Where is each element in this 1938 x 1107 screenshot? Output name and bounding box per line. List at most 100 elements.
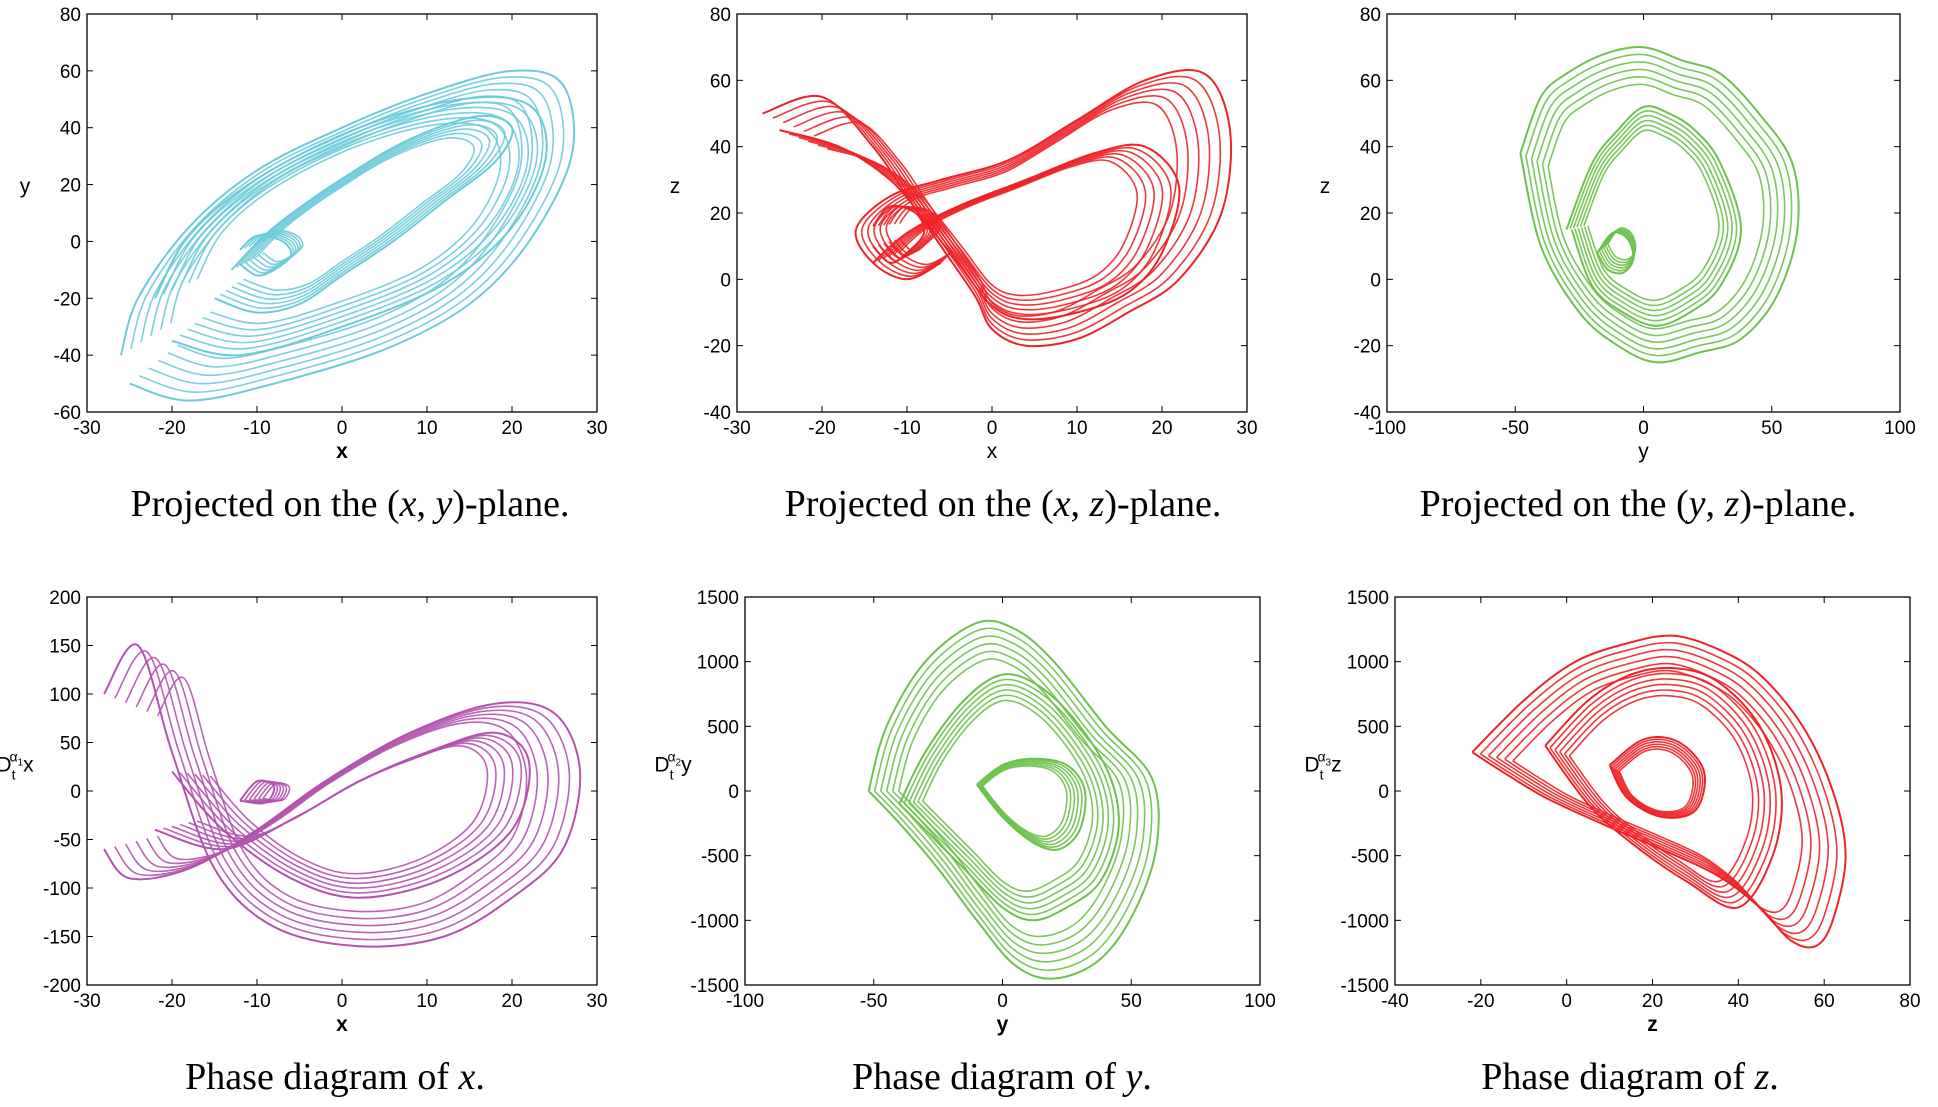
x-tick-label: 10 bbox=[1066, 418, 1087, 439]
y-axis-label: z bbox=[1320, 175, 1331, 198]
x-axis-label: y bbox=[1638, 440, 1649, 463]
series-line-0 bbox=[867, 619, 1160, 980]
series-line-2-orbit-4 bbox=[980, 763, 1072, 841]
series-group bbox=[120, 69, 576, 402]
panel-yz: -100 -50 0 50 100 -40 -20 0 20 40 60 80 y z bbox=[1300, 0, 1930, 470]
y-axis-label: z bbox=[670, 175, 681, 198]
series-line-2 bbox=[872, 204, 926, 264]
y-tick-label: -500 bbox=[1351, 847, 1389, 868]
x-axis-label: y bbox=[997, 1013, 1009, 1036]
series-line-2-orbit-2 bbox=[883, 205, 932, 260]
y-tick-label: -20 bbox=[704, 337, 731, 358]
series-line-0-orbit-2 bbox=[140, 82, 554, 385]
series-line-2-orbit-5 bbox=[242, 137, 475, 292]
y-tick-label: 1000 bbox=[1347, 653, 1389, 674]
y-axis-label: Dtα2y bbox=[654, 749, 692, 783]
series-line-1-orbit-3 bbox=[1559, 683, 1766, 893]
x-axis-label: x bbox=[336, 1013, 348, 1036]
x-tick-label: 0 bbox=[987, 418, 998, 439]
x-tick-label: 0 bbox=[1561, 991, 1572, 1012]
series-line-1-orbit-4 bbox=[817, 144, 1147, 301]
y-tick-label: -1000 bbox=[1340, 911, 1389, 932]
series-line-1-orbit-2 bbox=[908, 683, 1110, 910]
series-line-2-orbit-5 bbox=[1618, 748, 1694, 813]
plot-frame bbox=[744, 596, 1261, 986]
y-tick-label: -40 bbox=[1354, 403, 1381, 424]
x-tick-label: 50 bbox=[1761, 418, 1782, 439]
x-tick-label: 100 bbox=[1884, 418, 1916, 439]
series-line-2-orbit-5 bbox=[899, 206, 941, 253]
series-line-2-orbit-2 bbox=[225, 123, 498, 305]
panel-xy: -30 -20 -10 0 10 20 30 -60 -40 -20 0 20 40 60 80 x y bbox=[0, 0, 620, 470]
y-tick-label: 80 bbox=[710, 5, 731, 26]
x-tick-label: 100 bbox=[1244, 991, 1276, 1012]
series-line-2-orbit-1 bbox=[977, 759, 1083, 849]
series-line-1 bbox=[898, 673, 1120, 922]
series-line-1-orbit-3 bbox=[179, 739, 506, 885]
series-line-2-orbit-4 bbox=[1616, 745, 1697, 814]
x-tick-label: 20 bbox=[501, 991, 522, 1012]
x-tick-label: 10 bbox=[416, 991, 437, 1012]
series-line-1-orbit-3 bbox=[1576, 119, 1729, 312]
x-tick-label: -50 bbox=[1502, 418, 1529, 439]
y-tick-label: 1500 bbox=[697, 588, 739, 609]
x-tick-label: 20 bbox=[1642, 991, 1663, 1012]
x-tick-label: -30 bbox=[723, 418, 750, 439]
series-line-0-orbit-1 bbox=[1479, 641, 1838, 942]
series-line-2-orbit-1 bbox=[219, 119, 506, 309]
y-tick-label: -60 bbox=[54, 403, 81, 424]
series-line-0-orbit-4 bbox=[160, 95, 533, 368]
caption-dx: Phase diagram of x. bbox=[185, 1056, 485, 1098]
series-line-0 bbox=[120, 69, 576, 402]
y-axis-label: Dtα3z bbox=[1304, 749, 1341, 783]
series-line-2-orbit-3 bbox=[1614, 743, 1699, 815]
series-line-2-orbit-3 bbox=[253, 781, 285, 803]
y-tick-label: 1500 bbox=[1347, 588, 1389, 609]
y-tick-label: -500 bbox=[701, 847, 739, 868]
x-tick-label: 0 bbox=[1638, 418, 1649, 439]
series-line-2 bbox=[214, 114, 514, 314]
x-tick-label: -20 bbox=[1467, 991, 1494, 1012]
y-tick-label: 0 bbox=[1378, 782, 1389, 803]
series-line-2 bbox=[1608, 735, 1706, 819]
x-tick-label: -30 bbox=[73, 991, 100, 1012]
chart-xz: -30 -20 -10 0 10 20 30 -40 -20 0 20 40 60 80 x z bbox=[670, 5, 1258, 463]
y-axis-label: Dtα1x bbox=[0, 749, 34, 783]
series-line-1-orbit-2 bbox=[1554, 678, 1771, 899]
x-tick-label: 40 bbox=[1728, 991, 1749, 1012]
x-tick-label: -20 bbox=[158, 991, 185, 1012]
series-line-2-orbit-4 bbox=[257, 781, 288, 802]
series-line-1-orbit-2 bbox=[171, 737, 514, 889]
x-tick-label: 60 bbox=[1814, 991, 1835, 1012]
y-tick-label: 200 bbox=[49, 588, 81, 609]
x-axis-label: x bbox=[336, 440, 348, 463]
series-line-1-orbit-4 bbox=[1579, 124, 1725, 307]
x-axis-label: z bbox=[1647, 1013, 1658, 1036]
x-tick-label: -10 bbox=[893, 418, 920, 439]
series-line-2-orbit-4 bbox=[237, 132, 483, 296]
x-tick-label: -100 bbox=[1368, 418, 1406, 439]
y-tick-label: -20 bbox=[1354, 337, 1381, 358]
series-line-1 bbox=[1565, 105, 1742, 327]
series-line-1 bbox=[1544, 666, 1783, 909]
y-tick-label: 0 bbox=[1370, 270, 1381, 291]
y-axis-label: y bbox=[20, 175, 31, 198]
y-tick-label: -150 bbox=[43, 928, 81, 949]
y-tick-label: -20 bbox=[54, 289, 81, 310]
x-tick-label: 30 bbox=[586, 991, 607, 1012]
x-tick-label: -100 bbox=[726, 991, 764, 1012]
series-line-1-orbit-4 bbox=[917, 694, 1099, 898]
x-tick-label: 0 bbox=[997, 991, 1008, 1012]
series-group bbox=[1471, 634, 1847, 949]
y-tick-label: 40 bbox=[1360, 138, 1381, 159]
series-line-1 bbox=[154, 95, 548, 357]
caption-dy: Phase diagram of y. bbox=[852, 1056, 1152, 1098]
series-line-2-orbit-3 bbox=[979, 762, 1076, 843]
series-line-3-orbit-5 bbox=[262, 229, 304, 263]
y-tick-label: -100 bbox=[43, 879, 81, 900]
panel-xz: -30 -20 -10 0 10 20 30 -40 -20 0 20 40 60 80 x z bbox=[650, 0, 1270, 470]
y-tick-label: 60 bbox=[60, 62, 81, 83]
x-axis-label: x bbox=[987, 440, 998, 463]
y-tick-label: -40 bbox=[704, 403, 731, 424]
series-line-0-orbit-1 bbox=[130, 76, 565, 394]
